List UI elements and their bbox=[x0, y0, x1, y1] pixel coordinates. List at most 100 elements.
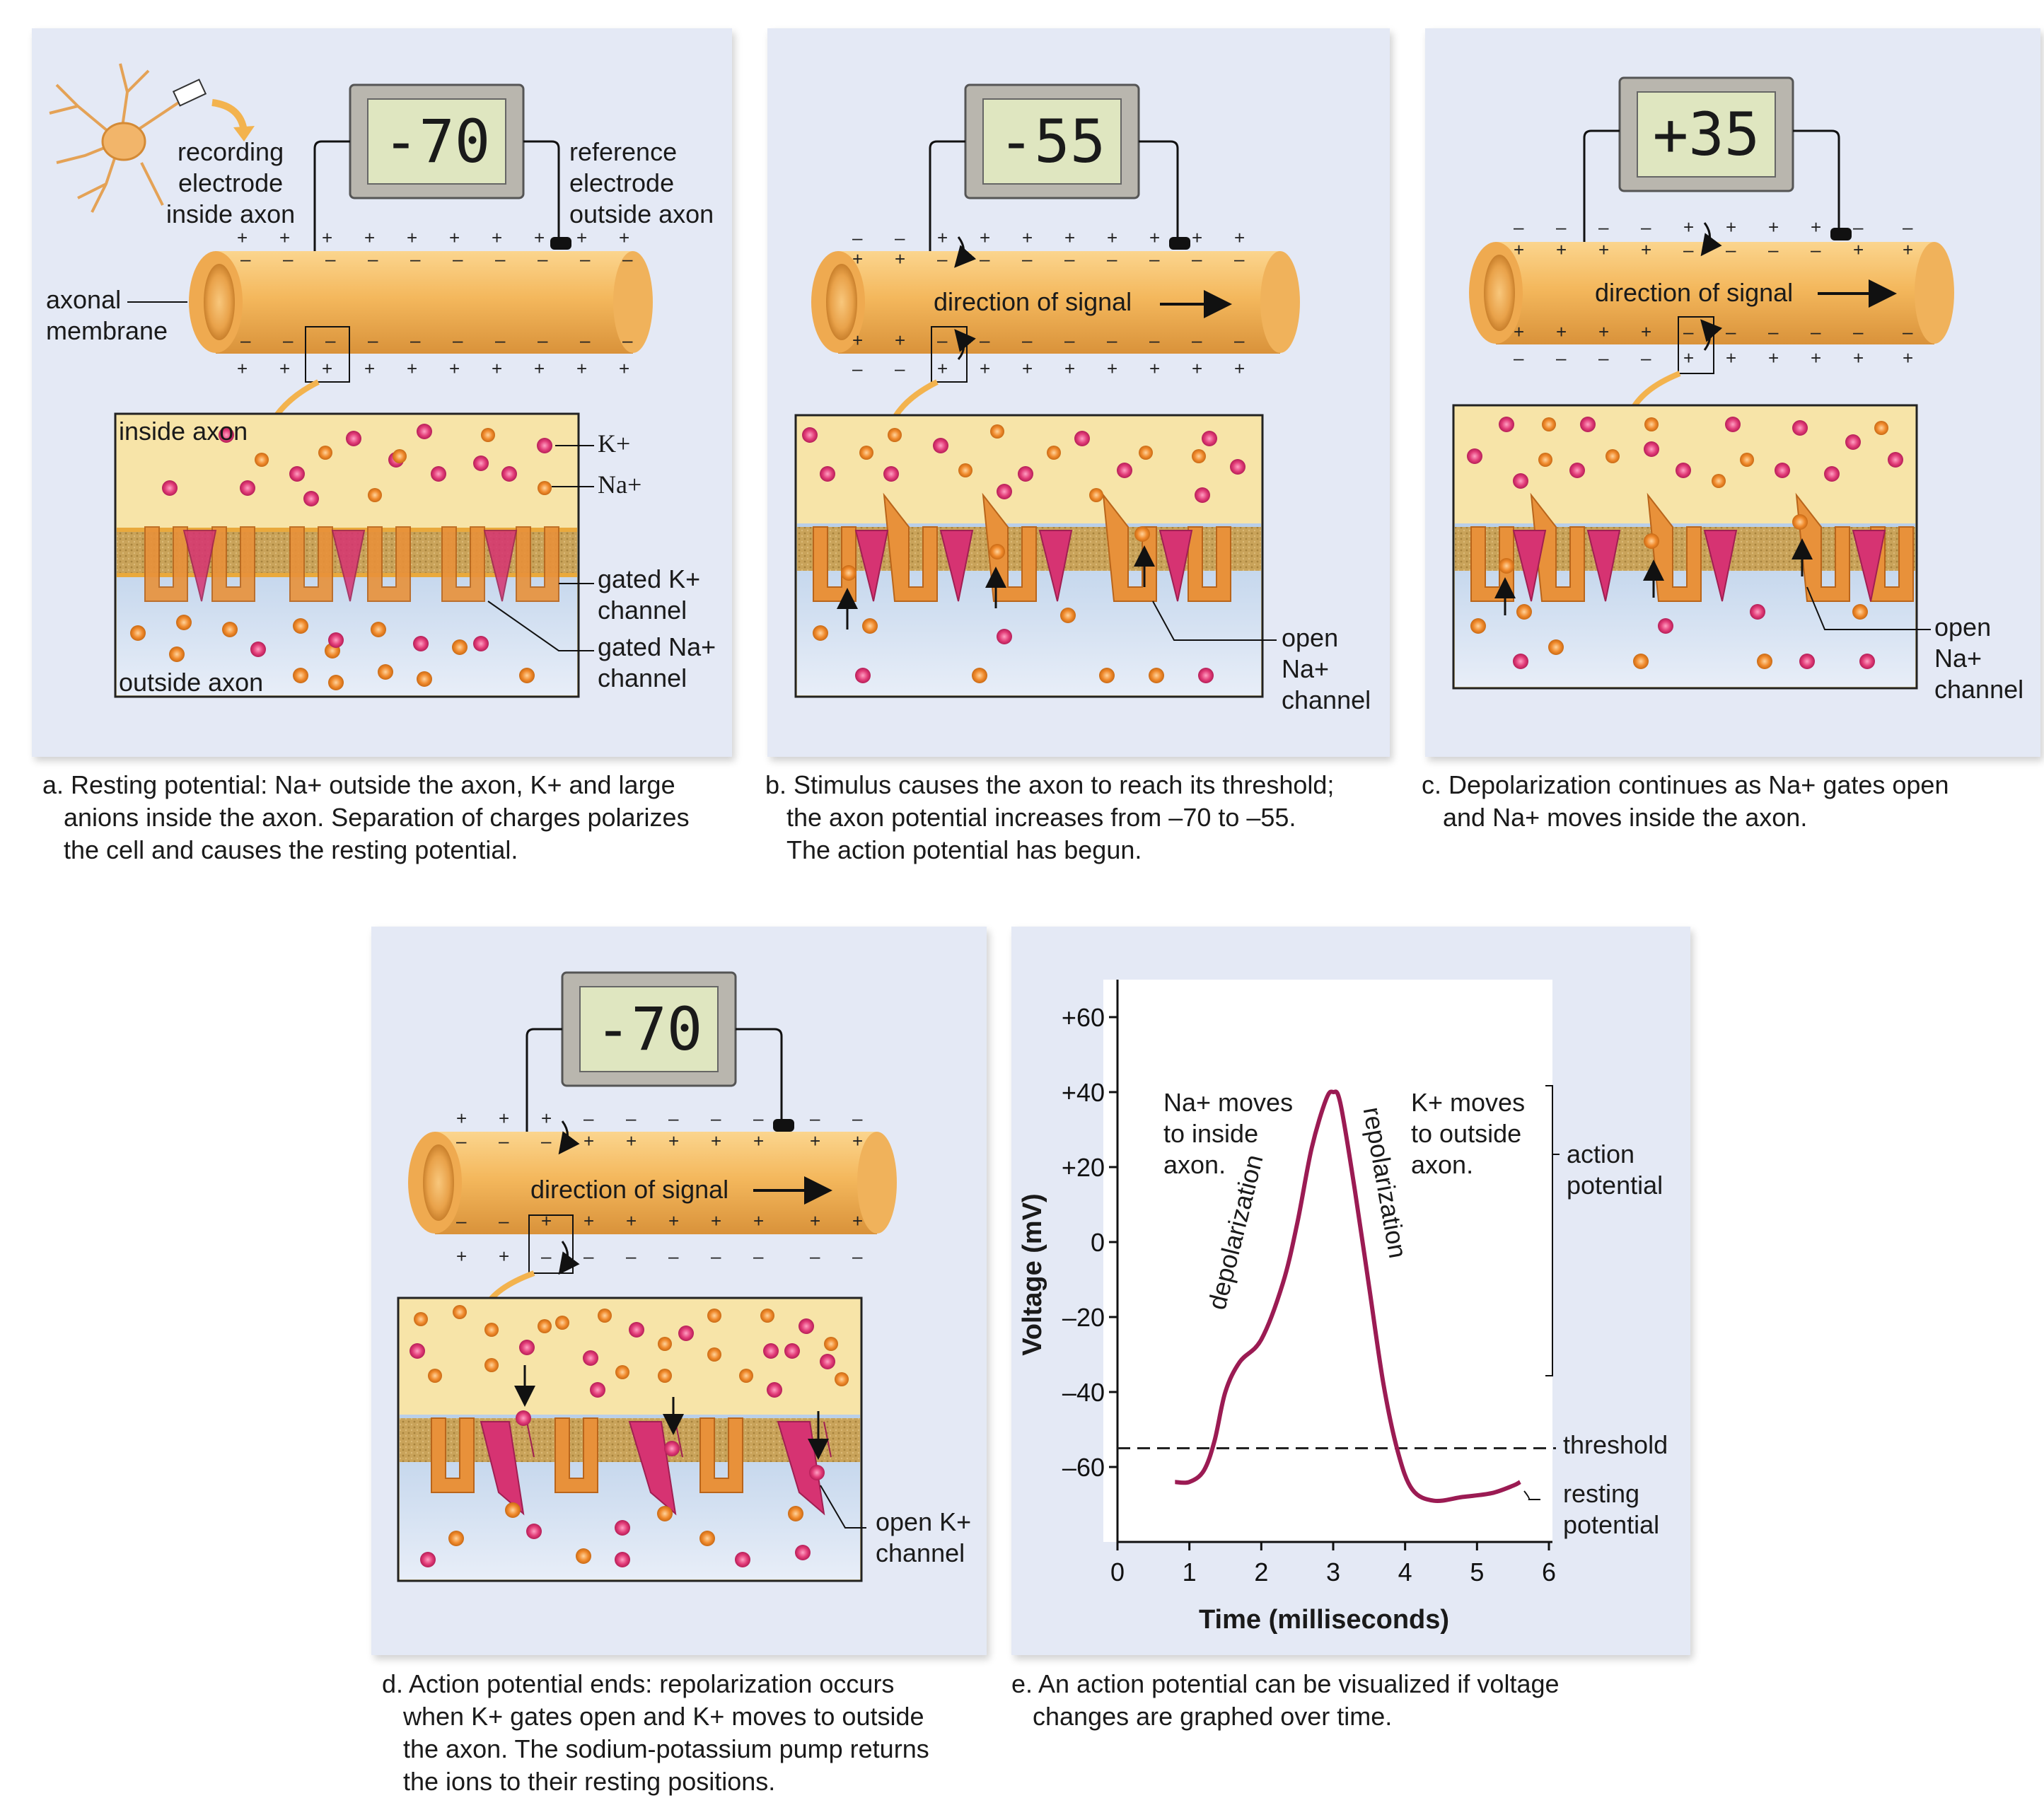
svg-text:–: – bbox=[668, 1246, 679, 1267]
y-tick-label: –40 bbox=[1062, 1378, 1105, 1407]
meter-reading-c: +35 bbox=[1652, 100, 1760, 169]
svg-text:–: – bbox=[283, 248, 294, 269]
svg-text:+: + bbox=[499, 1108, 509, 1129]
x-tick-label: 4 bbox=[1398, 1558, 1412, 1587]
svg-text:–: – bbox=[980, 330, 990, 351]
svg-text:–: – bbox=[410, 248, 421, 269]
svg-text:–: – bbox=[1726, 321, 1736, 342]
svg-text:+: + bbox=[1234, 358, 1245, 379]
svg-text:+: + bbox=[1726, 216, 1736, 238]
svg-text:+: + bbox=[1514, 239, 1524, 260]
svg-text:–: – bbox=[325, 248, 336, 269]
na-ion-label: Na+ bbox=[598, 470, 642, 499]
svg-text:+: + bbox=[1683, 347, 1694, 369]
svg-text:–: – bbox=[499, 1130, 509, 1152]
svg-text:+: + bbox=[541, 1108, 552, 1129]
svg-text:+: + bbox=[1149, 358, 1160, 379]
svg-text:+: + bbox=[1811, 347, 1821, 369]
x-tick-label: 0 bbox=[1110, 1558, 1125, 1587]
svg-text:+: + bbox=[711, 1210, 721, 1231]
gated-na-channel-label: gated Na+ channel bbox=[598, 632, 716, 692]
svg-text:+: + bbox=[1641, 239, 1651, 260]
svg-text:–: – bbox=[325, 330, 336, 351]
svg-text:+: + bbox=[852, 330, 863, 351]
svg-text:–: – bbox=[1683, 321, 1694, 342]
meter-reading-d: -70 bbox=[595, 994, 703, 1064]
svg-text:+: + bbox=[1598, 239, 1609, 260]
svg-text:+: + bbox=[1726, 347, 1736, 369]
svg-text:+: + bbox=[1903, 347, 1913, 369]
svg-text:+: + bbox=[534, 227, 545, 248]
svg-text:+: + bbox=[1853, 347, 1864, 369]
gated-k-channel-label: gated K+ channel bbox=[598, 564, 701, 625]
na-moves-annotation: Na+ moves to inside axon. bbox=[1163, 1088, 1294, 1179]
recording-electrode-label: recording electrode inside axon bbox=[166, 137, 296, 228]
svg-text:–: – bbox=[1149, 248, 1160, 269]
y-tick-label: +60 bbox=[1062, 1003, 1105, 1032]
svg-text:+: + bbox=[1514, 321, 1524, 342]
svg-text:+: + bbox=[1149, 227, 1160, 248]
svg-text:+: + bbox=[895, 330, 905, 351]
svg-text:–: – bbox=[1556, 216, 1567, 238]
svg-text:–: – bbox=[583, 1108, 594, 1129]
svg-text:–: – bbox=[368, 330, 378, 351]
svg-text:–: – bbox=[622, 248, 633, 269]
k-moves-annotation: K+ moves to outside axon. bbox=[1411, 1088, 1526, 1179]
svg-text:–: – bbox=[626, 1246, 637, 1267]
svg-text:+: + bbox=[1683, 216, 1694, 238]
svg-text:–: – bbox=[1641, 216, 1651, 238]
caption-d: d. Action potential ends: repolarization… bbox=[382, 1669, 929, 1796]
y-tick-label: –20 bbox=[1062, 1303, 1105, 1332]
svg-text:–: – bbox=[937, 330, 948, 351]
svg-text:+: + bbox=[626, 1130, 637, 1152]
svg-text:+: + bbox=[852, 1130, 863, 1152]
svg-text:–: – bbox=[1514, 347, 1524, 369]
meter-reading-a: -70 bbox=[383, 107, 491, 176]
svg-text:+: + bbox=[1107, 358, 1117, 379]
reference-electrode-label: reference electrode outside axon bbox=[569, 137, 714, 228]
svg-text:–: – bbox=[895, 358, 905, 379]
svg-text:–: – bbox=[453, 330, 463, 351]
svg-text:+: + bbox=[364, 227, 375, 248]
open-na-channel-label-c: open Na+ channel bbox=[1934, 613, 2024, 704]
svg-text:+: + bbox=[492, 358, 502, 379]
svg-text:–: – bbox=[1641, 347, 1651, 369]
svg-text:–: – bbox=[1811, 239, 1821, 260]
svg-text:–: – bbox=[499, 1210, 509, 1231]
svg-text:–: – bbox=[852, 1246, 863, 1267]
svg-text:+: + bbox=[237, 358, 248, 379]
svg-text:–: – bbox=[1556, 347, 1567, 369]
svg-text:–: – bbox=[1903, 321, 1913, 342]
inside-axon-label: inside axon bbox=[119, 417, 248, 446]
direction-of-signal-b: direction of signal bbox=[934, 287, 1132, 316]
x-tick-label: 6 bbox=[1542, 1558, 1556, 1587]
svg-text:+: + bbox=[1022, 358, 1033, 379]
svg-text:–: – bbox=[1149, 330, 1160, 351]
svg-text:–: – bbox=[368, 248, 378, 269]
svg-text:+: + bbox=[1598, 321, 1609, 342]
svg-text:–: – bbox=[240, 330, 251, 351]
svg-text:+: + bbox=[456, 1246, 467, 1267]
svg-text:–: – bbox=[1811, 321, 1821, 342]
svg-text:–: – bbox=[810, 1246, 820, 1267]
svg-text:+: + bbox=[576, 227, 587, 248]
svg-text:+: + bbox=[237, 227, 248, 248]
caption-c: c. Depolarization continues as Na+ gates… bbox=[1422, 770, 1949, 832]
svg-text:–: – bbox=[580, 330, 591, 351]
svg-text:+: + bbox=[583, 1210, 594, 1231]
voltage-series-line bbox=[1175, 1089, 1521, 1504]
svg-text:–: – bbox=[753, 1246, 764, 1267]
svg-text:+: + bbox=[619, 358, 629, 379]
svg-text:–: – bbox=[1903, 216, 1913, 238]
svg-text:–: – bbox=[583, 1246, 594, 1267]
svg-text:+: + bbox=[1768, 347, 1779, 369]
svg-text:–: – bbox=[495, 248, 506, 269]
svg-text:+: + bbox=[1022, 227, 1033, 248]
svg-text:–: – bbox=[1598, 347, 1609, 369]
svg-text:–: – bbox=[980, 248, 990, 269]
svg-text:+: + bbox=[626, 1210, 637, 1231]
svg-text:+: + bbox=[279, 227, 290, 248]
svg-text:+: + bbox=[1234, 227, 1245, 248]
svg-text:+: + bbox=[1768, 216, 1779, 238]
